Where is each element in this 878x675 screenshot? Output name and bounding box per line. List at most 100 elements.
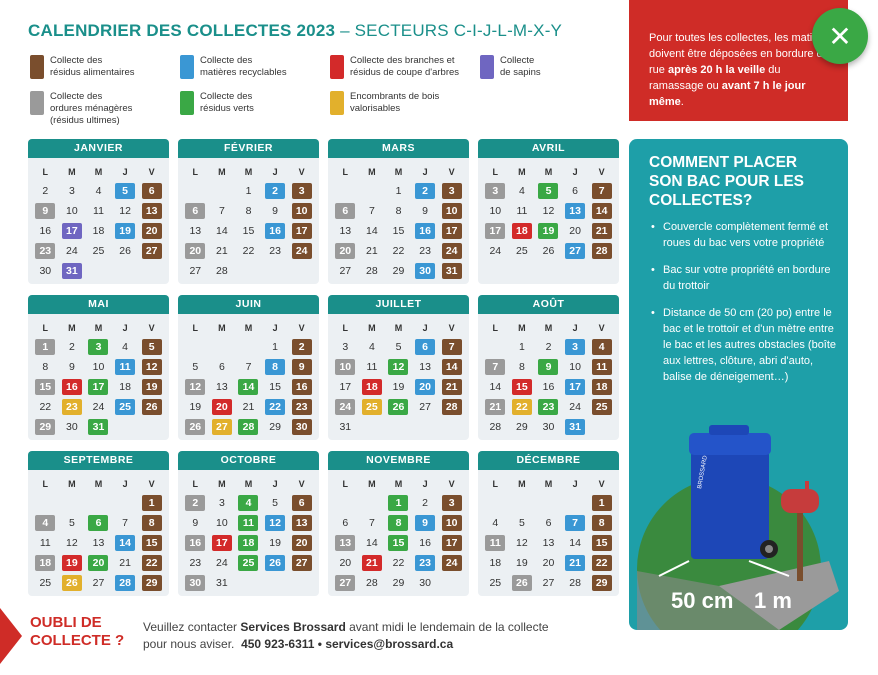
day-cell: 6: [572, 185, 578, 197]
day-cell: 5: [395, 341, 402, 353]
notice-panel: Pour toutes les collectes, les matières …: [629, 0, 848, 121]
day-cell: 19: [538, 223, 559, 239]
day-cell: 19: [189, 401, 202, 413]
arrow-icon: [0, 608, 22, 664]
day-grid: 3 4 5 6 7 10 11 12 13 14 17 18 19 20 21 24 25 26 27 28: [478, 177, 619, 261]
weekday-label: L: [492, 167, 499, 177]
weekday-label: V: [598, 323, 605, 333]
weekday-label: M: [94, 323, 103, 333]
legend-item-recycling: Collecte des matières recyclables: [180, 55, 287, 79]
day-cell: 6: [342, 517, 349, 529]
legend-swatch-purple: [480, 55, 494, 79]
howto-title: COMMENT PLACER SON BAC POUR LES COLLECTE…: [649, 154, 805, 209]
day-cell: 24: [66, 245, 78, 257]
day-cell: 19: [141, 379, 162, 395]
day-cell: 30: [291, 419, 312, 435]
weekday-label: J: [572, 323, 578, 333]
day-cell: 20: [542, 557, 555, 569]
day-cell: 3: [441, 183, 462, 199]
weekday-label: V: [298, 167, 305, 177]
month-name: MAI: [28, 295, 169, 314]
day-cell: 24: [335, 399, 356, 415]
weekday-label: M: [94, 479, 103, 489]
day-cell: 9: [272, 205, 278, 217]
day-cell: 16: [419, 537, 431, 549]
title-main: CALENDRIER DES COLLECTES 2023: [28, 21, 336, 40]
howto-item: Bac sur votre propriété en bordure du tr…: [651, 262, 841, 294]
day-cell: 12: [66, 537, 78, 549]
day-cell: 7: [591, 183, 612, 199]
day-cell: 15: [242, 225, 255, 237]
day-cell: 28: [366, 577, 378, 589]
day-cell: 17: [88, 379, 109, 395]
day-cell: 28: [591, 243, 612, 259]
day-cell: 2: [422, 497, 428, 509]
day-cell: 18: [591, 379, 612, 395]
day-cell: 1: [395, 185, 402, 197]
day-cell: 16: [39, 225, 52, 237]
day-cell: 29: [35, 419, 56, 435]
month-8: AOÛT L M M J V 1 2 3 4 7 8 9 10 11 14 15 16 17 18 21 22 23 24 25…: [478, 295, 619, 440]
day-cell: 5: [518, 517, 525, 529]
day-cell: 17: [291, 223, 312, 239]
day-cell: 26: [542, 245, 555, 257]
day-cell: 11: [516, 205, 528, 217]
day-grid: 1 2 3 6 7 8 9 10 13 14 15 16 17 20 21 22 23 24 27 28 29 30: [328, 489, 469, 593]
day-cell: 18: [489, 557, 502, 569]
day-cell: 6: [88, 515, 109, 531]
weekday-label: L: [342, 479, 349, 489]
day-cell: 27: [542, 577, 555, 589]
day-cell: 5: [141, 339, 162, 355]
month-name: AVRIL: [478, 139, 619, 158]
weekday-label: J: [272, 323, 278, 333]
month-3: MARS L M M J V 1 2 3 6 7 8 9 10 13 14 15 16 17 20 21 22 23 24 27…: [328, 139, 469, 284]
weekday-label: M: [544, 479, 553, 489]
day-cell: 10: [216, 517, 228, 529]
day-cell: 31: [216, 577, 228, 589]
day-cell: 14: [216, 225, 228, 237]
weekday-label: V: [148, 479, 155, 489]
day-cell: 4: [492, 517, 499, 529]
day-cell: 8: [591, 515, 612, 531]
day-cell: 18: [119, 381, 131, 393]
day-cell: 26: [265, 555, 286, 571]
day-cell: 5: [68, 517, 75, 529]
day-cell: 15: [388, 535, 409, 551]
weekday-label: M: [218, 479, 226, 489]
footer-contact[interactable]: 450 923-6311 • services@brossard.ca: [241, 637, 454, 651]
day-cell: 28: [216, 265, 228, 277]
day-cell: 7: [441, 339, 462, 355]
day-cell: 24: [569, 401, 581, 413]
day-cell: 18: [511, 223, 532, 239]
month-10: OCTOBRE L M M J V 2 3 4 5 6 9 10 11 12 13 16 17 18 19 20 23 24…: [178, 451, 319, 596]
day-cell: 10: [335, 359, 356, 375]
day-cell: 17: [441, 223, 462, 239]
weekday-label: M: [544, 167, 553, 177]
day-cell: 28: [115, 575, 136, 591]
legend-label: Collecte de sapins: [500, 55, 541, 78]
day-cell: 20: [415, 379, 436, 395]
day-cell: 30: [415, 263, 436, 279]
day-cell: 19: [269, 537, 281, 549]
weekday-label: L: [192, 167, 199, 177]
notice-text: Pour toutes les collectes, les matières …: [649, 32, 834, 76]
day-grid: 1 2 3 6 7 8 9 10 13 14 15 16 17 20 21 22 23 24 27 28 29 30 31: [328, 177, 469, 281]
weekday-label: L: [492, 479, 499, 489]
close-button[interactable]: ✕: [812, 8, 868, 64]
day-cell: 10: [291, 203, 312, 219]
day-cell: 20: [211, 399, 232, 415]
legend-swatch-gray: [30, 91, 44, 115]
day-cell: 30: [66, 421, 78, 433]
legend-label: Encombrants de bois valorisables: [350, 91, 440, 114]
day-cell: 12: [388, 359, 409, 375]
footer-note: Veuillez contacter Services Brossard ava…: [143, 619, 603, 653]
weekday-label: M: [94, 167, 103, 177]
day-cell: 7: [245, 361, 252, 373]
day-cell: 1: [35, 339, 56, 355]
weekday-label: J: [422, 323, 428, 333]
day-cell: 23: [419, 245, 431, 257]
day-cell: 4: [368, 341, 375, 353]
day-cell: 29: [392, 265, 405, 277]
day-cell: 13: [542, 537, 555, 549]
distance-50cm: 50 cm: [671, 588, 733, 613]
